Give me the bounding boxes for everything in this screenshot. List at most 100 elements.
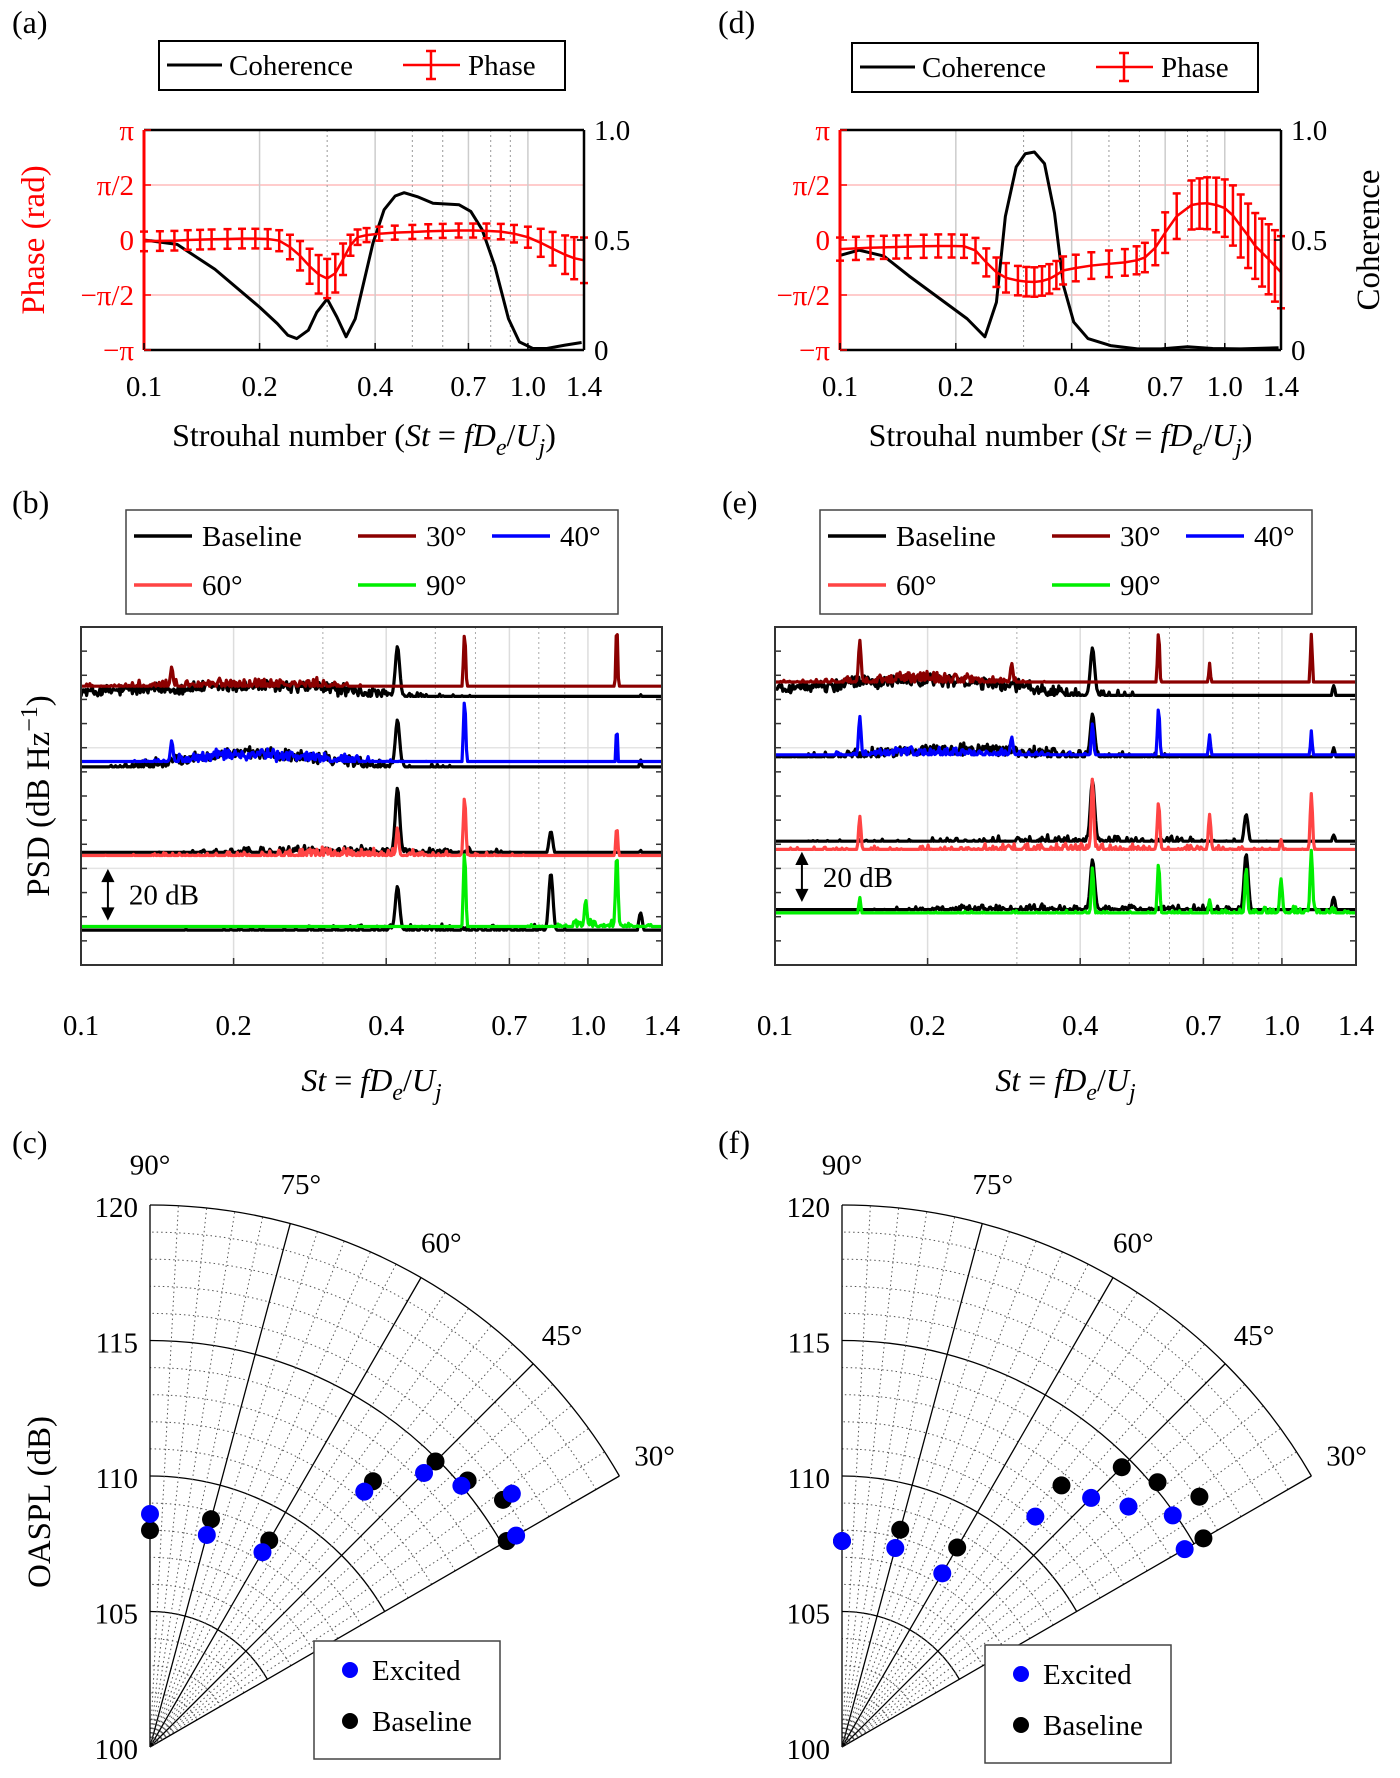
label-piece: =	[1020, 1062, 1054, 1098]
excited-trace-60deg	[775, 777, 1356, 852]
data-point-excited	[1026, 1507, 1045, 1526]
phase-error-bar	[207, 228, 216, 251]
x-tick-label: 0.1	[757, 1010, 793, 1042]
legend-marker-excited	[342, 1662, 358, 1678]
scale-arrow	[101, 868, 115, 921]
phase-error-bar	[408, 223, 417, 241]
panel-label: (e)	[722, 484, 758, 520]
radial-gridline-minor	[149, 1421, 433, 1585]
x-tick-label: 1.0	[1264, 1010, 1300, 1042]
data-point-baseline	[1190, 1487, 1209, 1506]
phase-error-bar	[305, 247, 314, 286]
arrow-head-down	[795, 888, 809, 903]
legend: Baseline 30° 40° 60° 90°	[819, 509, 1313, 615]
legend-label: Baseline	[896, 521, 996, 553]
excited-trace-40deg	[775, 708, 1356, 757]
phase-error-bar	[296, 239, 305, 272]
data-point-baseline	[1112, 1458, 1131, 1477]
phase-error-bar	[314, 253, 323, 295]
data-point-excited	[1175, 1540, 1194, 1559]
label-piece: St	[405, 417, 431, 453]
data-point-excited	[502, 1484, 521, 1503]
angle-gridline-minor	[841, 1211, 928, 1748]
excited-trace-90deg	[775, 848, 1356, 915]
angle-gridline-minor	[841, 1343, 1206, 1748]
legend-label: 30°	[426, 521, 467, 553]
legend-label: 30°	[1120, 521, 1161, 553]
phase-error-bar	[982, 247, 991, 278]
phase-error-bar	[424, 222, 433, 240]
phase-error-bar	[1228, 184, 1237, 247]
angle-gridline-minor	[149, 1325, 492, 1748]
phase-error-bar	[1030, 266, 1039, 298]
label-piece: St	[995, 1062, 1021, 1098]
label-piece: /	[507, 417, 516, 453]
x-tick-label: 0.7	[491, 1010, 527, 1042]
label-piece: e	[496, 435, 507, 461]
phase-error-bar	[1172, 192, 1181, 241]
angle-gridline-major	[149, 1363, 534, 1748]
x-tick-label: 0.1	[126, 371, 162, 403]
phase-error-bar	[1220, 178, 1229, 239]
radial-gridline-minor	[841, 1638, 937, 1694]
baseline-trace-60deg	[775, 778, 1356, 843]
x-tick-label: 0.2	[241, 371, 277, 403]
angle-gridline-minor	[841, 1205, 871, 1748]
phase-error-bar	[851, 235, 860, 262]
legend-label: Baseline	[202, 521, 302, 553]
theta-tick-label: 75°	[972, 1169, 1013, 1201]
y-left-tick-label: −π	[799, 335, 830, 367]
radial-gridline-minor	[841, 1665, 913, 1707]
phase-error-bar	[469, 222, 478, 239]
arrow-head-up	[101, 868, 115, 883]
label-piece: j	[1126, 1080, 1136, 1106]
theta-tick-label: 60°	[421, 1227, 462, 1259]
label-piece: =	[326, 1062, 360, 1098]
phase-error-bar	[1045, 262, 1054, 295]
phase-error-bar	[892, 234, 901, 260]
legend-label: Baseline	[1043, 1710, 1143, 1742]
phase-error-bar	[323, 257, 332, 300]
x-tick-label: 0.4	[357, 371, 394, 403]
angle-gridline-minor	[841, 1251, 1063, 1748]
label-piece: )	[545, 417, 556, 453]
phase-error-bar	[903, 233, 912, 260]
label-piece: St	[1101, 417, 1127, 453]
psd-traces	[775, 632, 1356, 915]
y-right-tick-label: 1.0	[1291, 115, 1327, 147]
legend-box	[819, 509, 1313, 615]
label-piece: St	[301, 1062, 327, 1098]
psd-chart-4: (e) 0.1 0.2 0.4 0.7 1.0 1.4 St = fDe/Uj 20 dB Bas…	[722, 484, 1375, 1106]
angle-gridline-minor	[841, 1428, 1281, 1748]
legend-label: 40°	[1254, 521, 1295, 553]
label-piece: j	[432, 1080, 442, 1106]
legend-phase-label: Phase	[468, 50, 536, 82]
theta-tick-label: 60°	[1113, 1227, 1154, 1259]
phase-error-bar	[1195, 177, 1204, 231]
excited-trace-60deg	[81, 797, 662, 858]
x-tick-label: 0.7	[450, 371, 486, 403]
phase-error-bar	[1151, 228, 1160, 267]
label-piece: fD	[1160, 417, 1192, 453]
phase-error-bar	[353, 228, 362, 247]
phase-error-bar	[1104, 249, 1113, 279]
phase-error-bar	[971, 236, 980, 265]
phase-error-bar	[183, 228, 192, 252]
radial-gridline-minor	[841, 1312, 1218, 1531]
radial-gridline-minor	[149, 1502, 362, 1626]
phase-error-bar	[263, 227, 272, 251]
y-right-tick-label: 0	[1291, 335, 1306, 367]
r-tick-label: 100	[787, 1734, 831, 1766]
data-point-excited	[452, 1476, 471, 1495]
phase-error-bar	[1161, 211, 1170, 255]
legend-box	[158, 40, 566, 91]
phase-error-bar	[1244, 202, 1253, 270]
label-piece: e	[1086, 1080, 1097, 1106]
data-point-excited	[197, 1525, 216, 1544]
legend-label: 60°	[202, 570, 243, 602]
baseline-trace-30deg	[81, 645, 662, 699]
r-tick-label: 105	[95, 1599, 139, 1631]
y-axis-label: OASPL (dB)	[22, 1416, 58, 1588]
phase-error-bar	[536, 227, 545, 259]
y-right-tick-label: 1.0	[594, 115, 630, 147]
